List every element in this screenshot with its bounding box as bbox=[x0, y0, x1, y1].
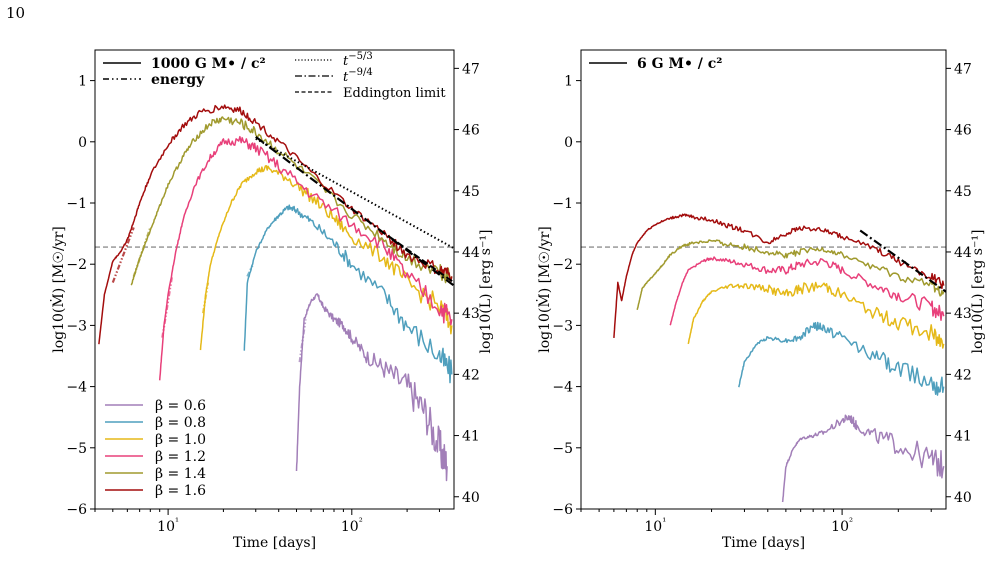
y2-tick-label: 45 bbox=[462, 184, 480, 200]
series-line-beta-1.0 bbox=[687, 281, 945, 349]
legend-label-beta: β = 0.6 bbox=[155, 398, 206, 414]
energy-line-beta-1.0 bbox=[201, 282, 210, 314]
y-tick-label: −4 bbox=[66, 380, 87, 396]
y-tick-label: 0 bbox=[78, 135, 87, 151]
x-tick-label: 10¹ bbox=[644, 517, 666, 535]
y-axis-label-right: log10(L) [erg s⁻¹] bbox=[970, 230, 986, 354]
legend-label: t−5/3 bbox=[343, 51, 373, 69]
y-tick-label: −1 bbox=[552, 196, 573, 212]
y2-tick-label: 42 bbox=[462, 367, 480, 383]
series-line-beta-1.4 bbox=[130, 116, 453, 286]
y2-tick-label: 43 bbox=[954, 306, 972, 322]
legend-label: energy bbox=[151, 72, 205, 88]
legend-label-beta: β = 1.6 bbox=[155, 483, 206, 499]
t-minus-9-4-line bbox=[255, 136, 454, 287]
plot-frame bbox=[580, 49, 947, 510]
series-line-beta-1.2 bbox=[669, 256, 945, 326]
plot-frame bbox=[94, 49, 455, 510]
series-line-beta-0.8 bbox=[243, 204, 453, 384]
y-tick-label: −5 bbox=[552, 441, 573, 457]
plot-area bbox=[581, 213, 946, 503]
series-line-beta-1.6 bbox=[98, 104, 453, 345]
t-minus-5-3-line bbox=[255, 137, 454, 250]
y-tick-label: −1 bbox=[66, 196, 87, 212]
x-axis-label: Time [days] bbox=[722, 535, 805, 551]
y-tick-label: −6 bbox=[552, 502, 573, 518]
fit-line bbox=[388, 235, 454, 284]
y-tick-label: 0 bbox=[564, 135, 573, 151]
x-tick-label: 10² bbox=[831, 517, 853, 535]
energy-line-beta-0.6 bbox=[298, 319, 307, 363]
y-tick-label: −3 bbox=[552, 318, 573, 334]
series-line-beta-0.6 bbox=[781, 414, 945, 503]
plot-area bbox=[95, 104, 454, 482]
page-number: 10 bbox=[6, 4, 26, 22]
series-line-beta-1.2 bbox=[158, 135, 453, 381]
legend-label: Eddington limit bbox=[343, 86, 446, 101]
y2-tick-label: 44 bbox=[462, 245, 480, 261]
y-axis-label-right: log10(L) [erg s⁻¹] bbox=[478, 230, 494, 354]
y2-tick-label: 45 bbox=[954, 184, 972, 200]
legend-label: 1000 G M• / c² bbox=[151, 56, 266, 72]
legend-label-beta: β = 1.4 bbox=[155, 466, 206, 482]
y2-tick-label: 46 bbox=[462, 123, 480, 139]
y-tick-label: −5 bbox=[66, 441, 87, 457]
series-line-beta-0.8 bbox=[738, 321, 945, 396]
energy-line-beta-1.4 bbox=[132, 227, 152, 277]
x-tick-label: 10² bbox=[341, 517, 363, 535]
legend-label: t−9/4 bbox=[343, 67, 373, 85]
energy-line-beta-0.8 bbox=[246, 263, 255, 277]
series-line-beta-0.6 bbox=[295, 293, 448, 482]
y-tick-label: −2 bbox=[66, 257, 87, 273]
y-tick-label: −6 bbox=[66, 502, 87, 518]
y2-tick-label: 41 bbox=[462, 429, 480, 445]
x-tick-label: 10¹ bbox=[157, 517, 179, 535]
y2-tick-label: 46 bbox=[954, 123, 972, 139]
y-tick-label: 1 bbox=[78, 74, 87, 90]
series-line-beta-1.4 bbox=[636, 239, 945, 310]
y-tick-label: 1 bbox=[564, 74, 573, 90]
t-minus-9-4-line bbox=[859, 229, 946, 293]
series-line-beta-1.6 bbox=[613, 213, 945, 338]
x-axis-label: Time [days] bbox=[233, 535, 316, 551]
y2-tick-label: 43 bbox=[462, 306, 480, 322]
legend-label-beta: β = 1.0 bbox=[155, 432, 206, 448]
legend-label-beta: β = 0.8 bbox=[155, 415, 206, 431]
energy-line-beta-1.6 bbox=[111, 227, 135, 283]
energy-line-beta-1.2 bbox=[161, 276, 174, 338]
y-tick-label: −2 bbox=[552, 257, 573, 273]
y2-tick-label: 40 bbox=[462, 490, 480, 506]
y2-tick-label: 40 bbox=[954, 490, 972, 506]
series-line-beta-1.0 bbox=[199, 165, 453, 351]
right-panel: 10¹ 10² −6 −5 −4 −3 −2 −1 0 1 40 41 42 43 44 45 46 47 Time… bbox=[535, 49, 986, 551]
y-axis-label-left: log10(Ṁ) [M☉/yr] bbox=[49, 226, 67, 353]
y2-tick-label: 47 bbox=[462, 61, 480, 77]
legend-label: 6 G M• / c² bbox=[637, 56, 722, 72]
y-tick-label: −4 bbox=[552, 380, 573, 396]
y2-tick-label: 44 bbox=[954, 245, 972, 261]
y2-tick-label: 42 bbox=[954, 367, 972, 383]
y-axis-label-left: log10(Ṁ) [M☉/yr] bbox=[535, 226, 553, 353]
y2-tick-label: 47 bbox=[954, 61, 972, 77]
left-panel: 10¹ 10² −6 −5 −4 −3 −2 −1 0 1 40 41 42 43 44 45 46 47 Time… bbox=[49, 49, 494, 551]
y2-tick-label: 41 bbox=[954, 429, 972, 445]
legend-label-beta: β = 1.2 bbox=[155, 449, 206, 465]
y-tick-label: −3 bbox=[66, 318, 87, 334]
